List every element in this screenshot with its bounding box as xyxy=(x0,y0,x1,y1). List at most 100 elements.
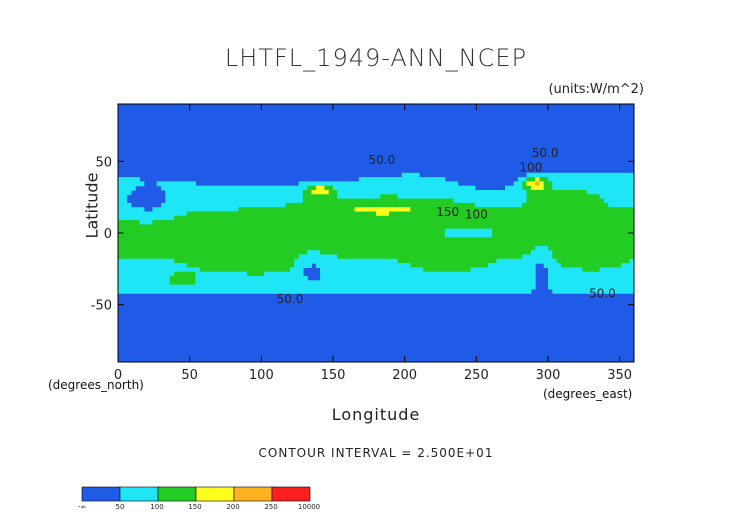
flux-cell xyxy=(264,271,304,277)
flux-cell xyxy=(629,258,634,264)
flux-cell xyxy=(118,250,308,256)
flux-cell xyxy=(530,250,553,256)
flux-cell xyxy=(315,185,325,191)
flux-cell xyxy=(118,207,145,213)
flux-cell xyxy=(548,284,634,290)
flux-cell xyxy=(307,185,317,191)
flux-cell xyxy=(320,250,532,256)
flux-cell xyxy=(599,267,634,273)
flux-cell xyxy=(290,267,304,273)
flux-cell xyxy=(156,181,196,187)
flux-cell xyxy=(526,194,601,200)
flux-cell xyxy=(161,202,287,208)
x-tick-label: 200 xyxy=(392,368,417,383)
flux-cell xyxy=(354,207,411,213)
flux-cell xyxy=(444,228,493,234)
legend-label: -∞ xyxy=(77,503,87,511)
flux-cell xyxy=(453,198,528,204)
x-axis-label: Longitude xyxy=(331,405,421,424)
flux-cell xyxy=(302,194,338,200)
flux-cell xyxy=(247,271,265,277)
flux-cell xyxy=(526,177,536,182)
x-tick-label: 350 xyxy=(607,368,632,383)
flux-cell xyxy=(526,198,605,204)
flux-cell xyxy=(548,267,583,273)
flux-cell xyxy=(118,267,201,273)
y-tick-label: 0 xyxy=(104,227,112,242)
flux-cell xyxy=(337,190,528,195)
flux-cell xyxy=(238,207,356,213)
flux-cell xyxy=(552,254,634,260)
flux-cell xyxy=(118,254,300,260)
legend-label: 100 xyxy=(150,503,164,511)
flux-cell xyxy=(397,194,528,200)
flux-cell xyxy=(539,177,549,182)
contour-label: 50.0 xyxy=(532,146,559,160)
flux-cell xyxy=(552,250,634,256)
flux-cell xyxy=(401,172,420,178)
flux-cell xyxy=(118,276,171,281)
flux-cell xyxy=(173,271,196,277)
flux-field xyxy=(118,104,634,362)
flux-cell xyxy=(530,185,545,191)
flux-cell xyxy=(517,177,528,182)
flux-cell xyxy=(474,202,523,208)
flux-cell xyxy=(165,190,304,195)
flux-cell xyxy=(118,220,141,225)
flux-cell xyxy=(118,284,536,290)
flux-cell xyxy=(410,263,489,268)
flux-cell xyxy=(139,220,153,225)
flux-cell xyxy=(118,202,132,208)
flux-cell xyxy=(603,198,634,204)
flux-cell xyxy=(337,254,523,260)
flux-cell xyxy=(118,237,634,243)
flux-cell xyxy=(118,258,175,264)
flux-cell xyxy=(522,185,532,191)
flux-cell xyxy=(487,263,536,268)
flux-cell xyxy=(535,181,540,187)
contour-label: 100 xyxy=(519,160,542,174)
flux-cell xyxy=(337,194,381,200)
flux-cell xyxy=(161,185,308,191)
flux-cell xyxy=(410,207,634,213)
flux-cell xyxy=(302,190,313,195)
flux-cell xyxy=(118,228,446,234)
flux-cell xyxy=(470,267,536,273)
legend-label: 200 xyxy=(226,503,240,511)
x-axis-note: (degrees_east) xyxy=(543,387,633,401)
flux-cell xyxy=(535,245,549,251)
flux-cell xyxy=(539,181,545,187)
flux-cell xyxy=(302,198,454,204)
flux-cell xyxy=(118,181,145,187)
x-tick-label: 300 xyxy=(536,368,561,383)
contour-label: 50.0 xyxy=(277,292,304,306)
flux-cell xyxy=(522,202,609,208)
flux-cell xyxy=(118,280,171,286)
flux-cell xyxy=(307,250,321,256)
legend-swatch xyxy=(195,486,235,502)
flux-cell xyxy=(543,263,562,268)
flux-cell xyxy=(169,276,196,281)
flux-cell xyxy=(526,190,588,195)
flux-cell xyxy=(118,224,634,230)
flux-cell xyxy=(320,267,424,273)
flux-cell xyxy=(152,220,634,225)
flux-cell xyxy=(165,198,304,204)
flux-cell xyxy=(118,185,136,191)
flux-cell xyxy=(118,233,446,238)
flux-cell xyxy=(118,211,188,217)
flux-cell xyxy=(548,245,634,251)
flux-cell xyxy=(526,181,536,187)
flux-cell xyxy=(376,211,390,217)
legend-label: 10000 xyxy=(297,503,321,511)
x-tick-label: 50 xyxy=(181,368,198,383)
flux-cell xyxy=(298,181,459,187)
flux-cell xyxy=(118,198,128,204)
axes: 0 50 100 150 200 250 300 350 -50 0 50 xyxy=(91,104,634,383)
flux-cell xyxy=(535,177,540,182)
flux-cell xyxy=(358,177,446,182)
flux-cell xyxy=(169,280,196,286)
color-legend xyxy=(81,486,311,502)
flux-cell xyxy=(328,190,338,195)
